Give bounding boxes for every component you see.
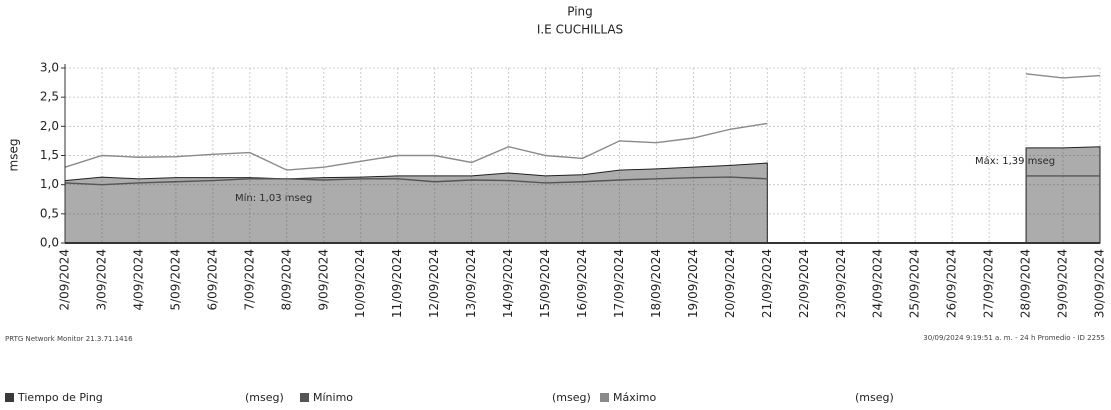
x-tick-label: 16/09/2024	[575, 249, 589, 318]
legend-unit: (mseg)	[855, 391, 894, 404]
x-tick-label: 21/09/2024	[760, 249, 774, 318]
x-tick-label: 15/09/2024	[538, 249, 552, 318]
x-tick-label: 27/09/2024	[982, 249, 996, 318]
x-tick-label: 25/09/2024	[908, 249, 922, 318]
x-tick-label: 29/09/2024	[1056, 249, 1070, 318]
x-tick-label: 8/09/2024	[279, 249, 293, 311]
footer-right: 30/09/2024 9:19:51 a. m. - 24 h Promedio…	[923, 334, 1105, 342]
chart-subtitle: I.E CUCHILLAS	[537, 23, 623, 37]
y-tick-label: 0,0	[40, 236, 59, 250]
x-tick-label: 10/09/2024	[353, 249, 367, 318]
x-tick-label: 18/09/2024	[649, 249, 663, 318]
x-tick-label: 9/09/2024	[316, 249, 330, 311]
x-tick-label: 7/09/2024	[242, 249, 256, 311]
legend-unit: (mseg)	[552, 391, 591, 404]
y-axis-label: mseg	[7, 139, 21, 172]
x-tick-label: 11/09/2024	[390, 249, 404, 318]
line	[1025, 73, 1101, 79]
x-tick-label: 14/09/2024	[501, 249, 515, 318]
x-tick-label: 24/09/2024	[871, 249, 885, 318]
legend-swatch	[600, 393, 609, 402]
legend-label: Tiempo de Ping	[17, 391, 103, 404]
x-tick-label: 5/09/2024	[168, 249, 182, 311]
x-tick-label: 2/09/2024	[58, 249, 72, 311]
line	[64, 122, 768, 171]
legend-label: Mínimo	[313, 391, 353, 404]
x-tick-label: 26/09/2024	[945, 249, 959, 318]
area	[1025, 146, 1101, 244]
x-tick-label: 30/09/2024	[1093, 249, 1107, 318]
x-tick-label: 20/09/2024	[723, 249, 737, 318]
y-tick-label: 1,0	[40, 177, 59, 191]
x-tick-label: 28/09/2024	[1019, 249, 1033, 318]
x-tick-label: 17/09/2024	[612, 249, 626, 318]
x-tick-label: 22/09/2024	[797, 249, 811, 318]
x-tick-label: 12/09/2024	[427, 249, 441, 318]
legend-unit: (mseg)	[245, 391, 284, 404]
area	[64, 162, 768, 244]
legend-label: Máximo	[613, 391, 657, 404]
x-tick-label: 4/09/2024	[131, 249, 145, 311]
x-tick-label: 13/09/2024	[464, 249, 478, 318]
y-tick-label: 2,0	[40, 119, 59, 133]
y-tick-label: 2,5	[40, 90, 59, 104]
line	[64, 176, 768, 186]
x-tick-label: 3/09/2024	[94, 249, 108, 311]
y-tick-label: 1,5	[40, 148, 59, 162]
x-tick-label: 6/09/2024	[205, 249, 219, 311]
x-tick-label: 19/09/2024	[686, 249, 700, 318]
legend-swatch	[300, 393, 309, 402]
annotation: Máx: 1,39 mseg	[975, 155, 1055, 167]
y-tick-label: 0,5	[40, 206, 59, 220]
x-tick-label: 23/09/2024	[834, 249, 848, 318]
annotation: Mín: 1,03 mseg	[235, 192, 312, 204]
legend-swatch	[5, 393, 14, 402]
chart-title: Ping	[567, 5, 593, 19]
y-tick-label: 3,0	[40, 61, 59, 75]
footer-left: PRTG Network Monitor 21.3.71.1416	[5, 335, 133, 343]
